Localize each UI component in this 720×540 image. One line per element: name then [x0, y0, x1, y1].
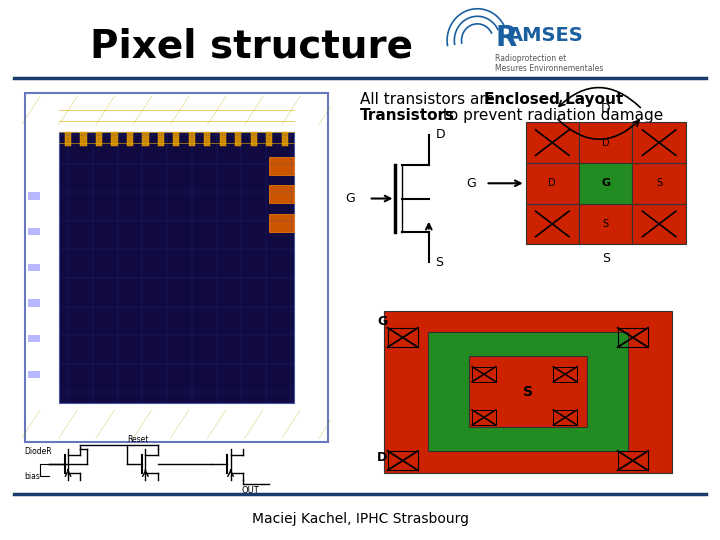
Bar: [28, 299, 40, 307]
Bar: [553, 367, 577, 382]
Bar: [428, 332, 628, 451]
Text: G: G: [601, 178, 611, 188]
Bar: [469, 356, 588, 427]
Text: OUT: OUT: [242, 486, 260, 495]
Bar: [65, 132, 71, 146]
Text: bias: bias: [24, 472, 40, 481]
Text: Reset: Reset: [127, 435, 148, 444]
Text: G: G: [346, 192, 355, 205]
Bar: [204, 132, 210, 146]
Text: DiodeR: DiodeR: [24, 447, 53, 456]
Bar: [384, 310, 672, 472]
Bar: [28, 192, 40, 200]
Bar: [472, 367, 496, 382]
Bar: [526, 122, 579, 163]
Bar: [28, 370, 40, 378]
Bar: [618, 451, 648, 470]
Text: Mesures Environnementales: Mesures Environnementales: [495, 64, 604, 73]
Text: Transistors: Transistors: [360, 108, 455, 123]
Bar: [143, 132, 148, 146]
Text: G: G: [466, 177, 475, 190]
Bar: [266, 132, 272, 146]
Bar: [632, 204, 686, 244]
Bar: [81, 132, 86, 146]
Text: D: D: [602, 138, 610, 147]
Bar: [96, 132, 102, 146]
Bar: [579, 122, 632, 163]
Bar: [387, 451, 418, 470]
Bar: [59, 132, 294, 403]
Text: D: D: [436, 129, 445, 141]
Bar: [387, 328, 418, 347]
Text: All transistors are: All transistors are: [360, 92, 500, 107]
Bar: [269, 214, 294, 232]
Text: D: D: [377, 451, 387, 464]
Bar: [189, 132, 195, 146]
Text: Pixel structure: Pixel structure: [91, 27, 413, 65]
Bar: [235, 132, 241, 146]
Text: R: R: [495, 24, 517, 52]
Bar: [269, 157, 294, 174]
Bar: [632, 122, 686, 163]
Text: S: S: [656, 178, 662, 188]
Text: AMSES: AMSES: [508, 26, 583, 45]
Text: G: G: [377, 315, 387, 328]
Bar: [282, 132, 288, 146]
Bar: [220, 132, 226, 146]
Text: S: S: [436, 255, 444, 268]
Bar: [579, 163, 632, 204]
Bar: [112, 132, 117, 146]
Bar: [127, 132, 133, 146]
Bar: [579, 204, 632, 244]
Text: Maciej Kachel, IPHC Strasbourg: Maciej Kachel, IPHC Strasbourg: [251, 512, 469, 526]
Text: to prevent radiation damage: to prevent radiation damage: [438, 108, 663, 123]
Bar: [618, 328, 648, 347]
Text: D: D: [549, 178, 556, 188]
Text: D: D: [601, 102, 611, 114]
Bar: [632, 163, 686, 204]
Bar: [251, 132, 257, 146]
Text: Enclosed Layout: Enclosed Layout: [484, 92, 623, 107]
Bar: [472, 410, 496, 425]
Bar: [28, 228, 40, 235]
Bar: [28, 335, 40, 342]
Bar: [526, 204, 579, 244]
Text: S: S: [602, 252, 610, 265]
Text: S: S: [523, 384, 533, 399]
Bar: [158, 132, 164, 146]
Text: S: S: [603, 219, 609, 229]
Bar: [28, 264, 40, 271]
Bar: [553, 410, 577, 425]
Bar: [269, 185, 294, 203]
Bar: [174, 132, 179, 146]
Text: Radioprotection et: Radioprotection et: [495, 54, 567, 63]
Bar: [526, 163, 579, 204]
